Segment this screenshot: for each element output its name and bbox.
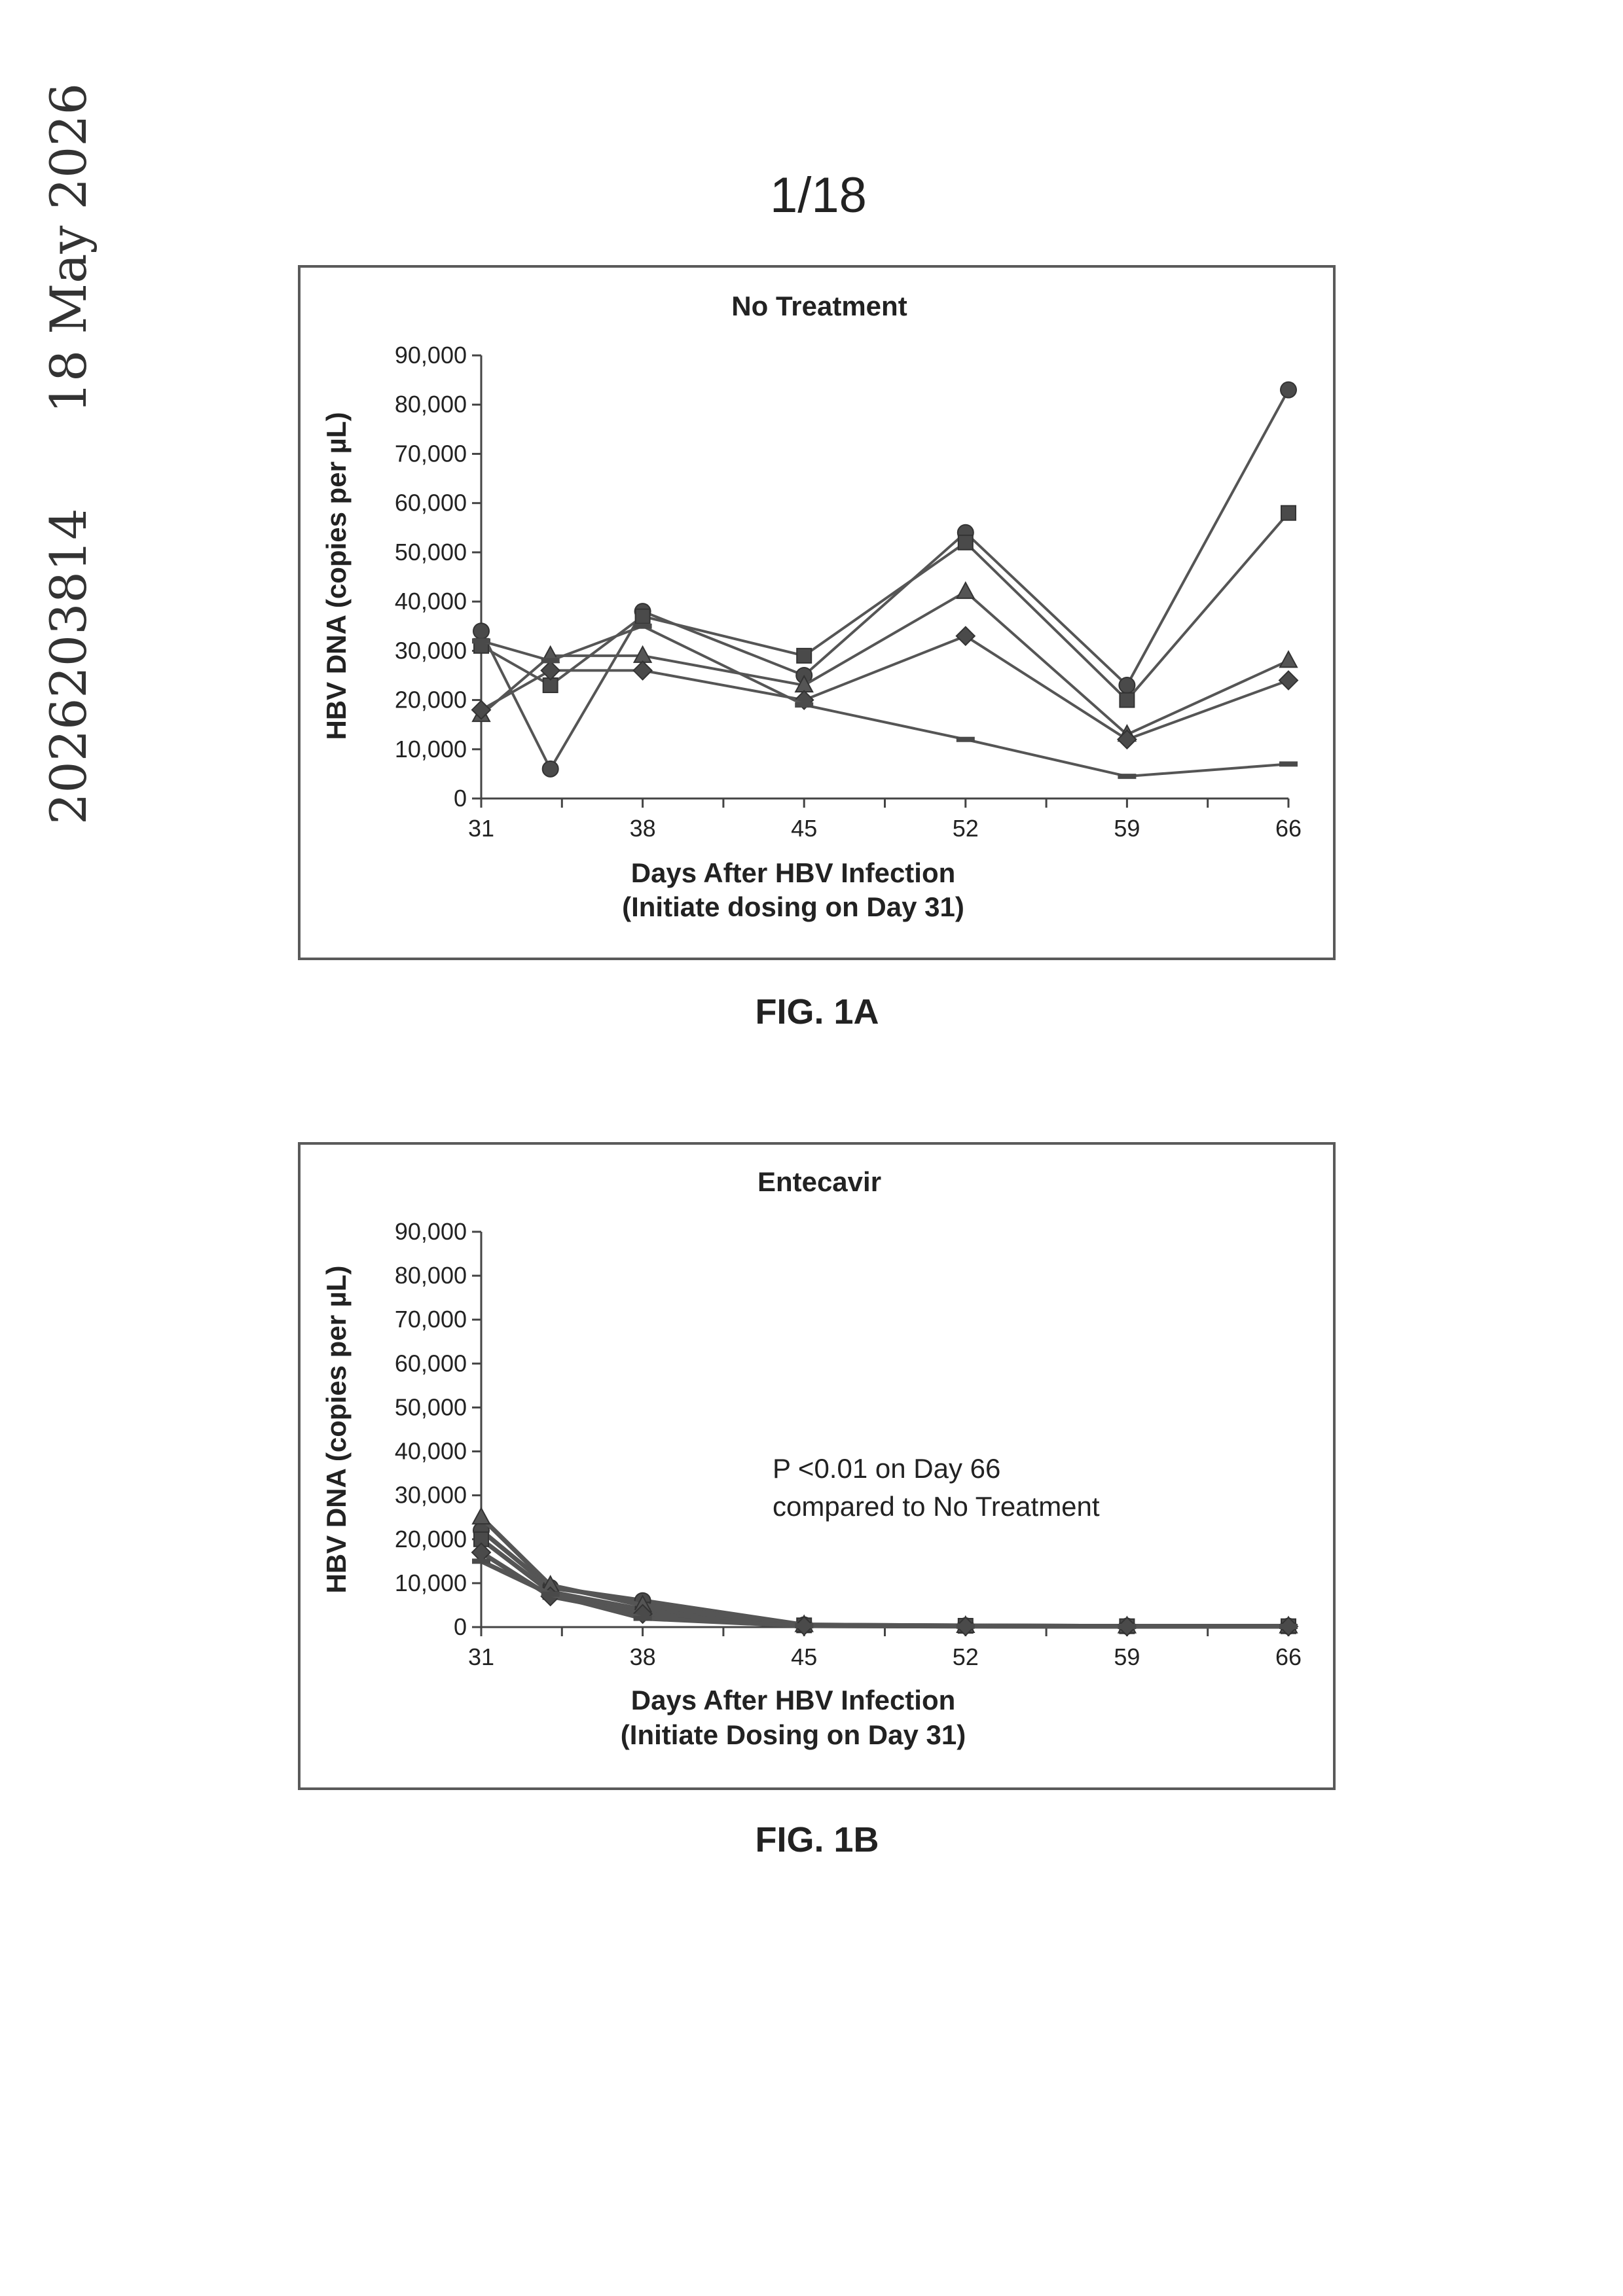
y-tick-label-1a: 20,000 [395, 687, 467, 713]
series-line-1a-1 [480, 389, 1290, 772]
chart-panel-fig-1b [298, 1142, 1336, 1790]
data-point-1a-s1 [473, 622, 490, 640]
y-tick-label-1a: 10,000 [395, 736, 467, 762]
x-tick-label-1b: 52 [953, 1643, 979, 1670]
series-line-1b-1 [479, 1528, 1288, 1629]
y-tick-label-1b: 0 [454, 1613, 467, 1640]
y-tick-label-1b: 60,000 [395, 1350, 467, 1376]
y-tick-label-1b: 30,000 [395, 1482, 467, 1509]
y-tick-label-1a: 80,000 [395, 391, 467, 418]
data-point-1a-s2 [796, 647, 812, 664]
x-tick-label-1b: 66 [1275, 1643, 1302, 1670]
x-axis-label-1b: Days After HBV Infection [631, 1685, 956, 1715]
annotation-line2-1b: compared to No Treatment [773, 1491, 1100, 1522]
y-tick-label-1b: 20,000 [395, 1526, 467, 1552]
y-tick-label-1a: 0 [454, 785, 467, 812]
data-point-1a-s3 [956, 581, 976, 600]
data-point-1a-s3 [1279, 650, 1298, 668]
data-point-1a-s5 [633, 623, 652, 629]
data-point-1a-s5 [795, 702, 814, 708]
chart-title-1b: Entecavir [757, 1166, 881, 1197]
data-point-1a-s5 [1118, 774, 1137, 780]
series-line-1a-5 [481, 624, 1289, 778]
data-point-1a-s4 [1116, 729, 1137, 750]
y-tick-label-1a: 40,000 [395, 588, 467, 615]
data-point-1a-s1 [1280, 381, 1297, 399]
series-line-1b-2 [479, 1537, 1288, 1629]
data-point-1b-s5 [472, 1558, 490, 1564]
data-point-1a-s2 [957, 534, 974, 550]
data-point-1a-s2 [634, 608, 651, 624]
x-tick-label-1b: 38 [630, 1643, 656, 1670]
x-tick-label-1a: 38 [630, 815, 656, 842]
data-point-1b-s5 [633, 1615, 652, 1621]
y-tick-label-1b: 70,000 [395, 1306, 467, 1333]
y-tick-label-1b: 80,000 [395, 1262, 467, 1289]
y-tick-label-1b: 90,000 [395, 1218, 467, 1245]
x-tick-label-1b: 31 [468, 1643, 494, 1670]
x-tick-label-1b: 59 [1114, 1643, 1140, 1670]
data-point-1a-s4 [540, 660, 561, 681]
y-tick-label-1a: 60,000 [395, 490, 467, 516]
y-tick-label-1b: 10,000 [395, 1570, 467, 1596]
chart-panel-fig-1a [298, 265, 1336, 960]
data-point-1a-s5 [472, 638, 490, 644]
x-axis-label-1a: Days After HBV Infection [631, 857, 956, 888]
data-point-1a-s1 [1118, 676, 1136, 694]
data-point-1b-s5 [1279, 1623, 1298, 1629]
chart-title-1a: No Treatment [731, 291, 907, 321]
x-tick-label-1b: 45 [791, 1643, 817, 1670]
x-axis-label-line2-1b: (Initiate Dosing on Day 31) [621, 1719, 966, 1750]
y-tick-label-1b: 50,000 [395, 1393, 467, 1420]
series-line-1b-4 [480, 1550, 1288, 1629]
series-line-1a-2 [481, 512, 1290, 702]
y-tick-label-1a: 70,000 [395, 440, 467, 467]
x-tick-label-1a: 52 [953, 815, 979, 842]
data-point-1a-s5 [956, 736, 975, 742]
data-point-1a-s5 [1279, 761, 1298, 767]
x-tick-label-1a: 59 [1114, 815, 1140, 842]
y-tick-label-1a: 50,000 [395, 539, 467, 565]
data-point-1b-s5 [956, 1623, 975, 1629]
data-point-1a-s1 [541, 760, 559, 778]
data-point-1a-s4 [1278, 670, 1299, 691]
figure-label-1b: FIG. 1B [755, 1820, 879, 1859]
data-point-1b-s5 [1118, 1623, 1137, 1629]
y-tick-label-1a: 30,000 [395, 637, 467, 664]
y-axis-label-1b: HBV DNA (copies per µL) [321, 1265, 352, 1593]
data-point-1a-s4 [955, 626, 976, 647]
page-number: 1/18 [770, 168, 867, 223]
data-point-1b-s5 [541, 1591, 560, 1597]
data-point-1b-s5 [795, 1623, 814, 1628]
data-point-1a-s2 [1281, 505, 1296, 521]
annotation-1b: P <0.01 on Day 66 [773, 1453, 1000, 1484]
y-axis-label-1a: HBV DNA (copies per µL) [321, 412, 352, 740]
x-tick-label-1a: 45 [791, 815, 817, 842]
x-tick-label-1a: 66 [1275, 815, 1302, 842]
data-point-1a-s5 [541, 658, 560, 664]
y-tick-label-1a: 90,000 [395, 342, 467, 368]
data-point-1b-s3 [471, 1507, 491, 1525]
x-axis-label-line2-1a: (Initiate dosing on Day 31) [622, 891, 964, 922]
data-point-1a-s2 [1119, 692, 1135, 708]
data-point-1a-s4 [632, 660, 653, 681]
figure-label-1a: FIG. 1A [755, 992, 879, 1031]
x-tick-label-1a: 31 [468, 815, 494, 842]
y-tick-label-1b: 40,000 [395, 1438, 467, 1465]
data-point-1a-s4 [471, 700, 492, 721]
